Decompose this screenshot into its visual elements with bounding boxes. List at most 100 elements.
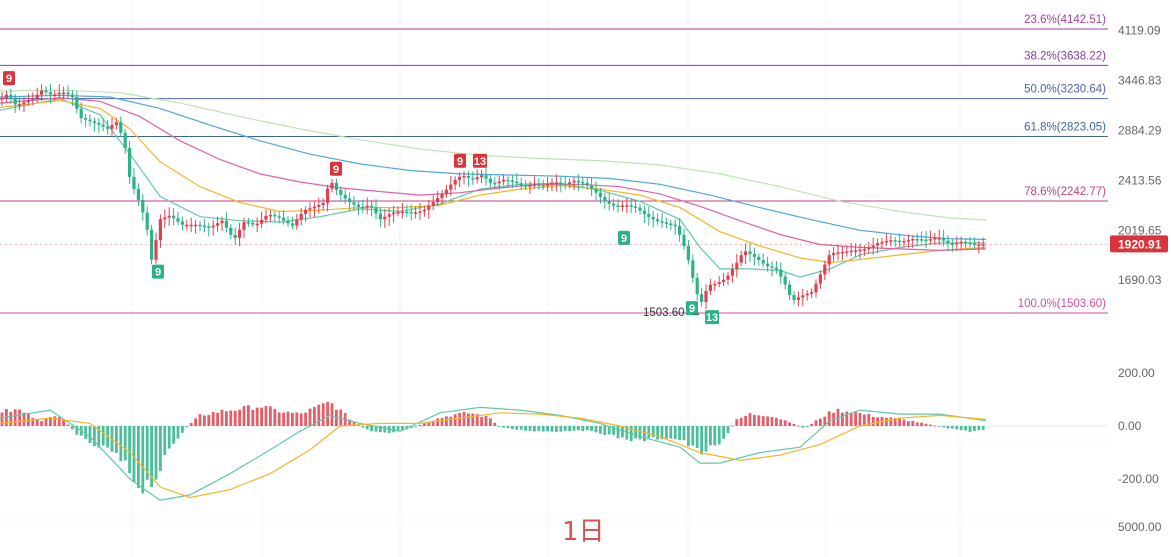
candle-body [145, 212, 149, 230]
macd-histogram-bar [827, 411, 831, 426]
candle-body [229, 227, 233, 235]
setup-marker-count: 9 [155, 267, 161, 279]
candle-body [849, 250, 853, 253]
macd-histogram-bar [269, 406, 272, 426]
macd-histogram-bar [797, 425, 800, 427]
macd-histogram-bar [766, 416, 769, 426]
candle-body [563, 183, 567, 186]
candle-body [858, 249, 862, 252]
macd-histogram-bar [13, 409, 17, 426]
candle-body [682, 234, 686, 246]
candle-body [660, 221, 664, 223]
macd-histogram-bar [150, 426, 153, 488]
macd-histogram-bar [379, 426, 382, 433]
macd-histogram-bar [704, 426, 708, 452]
macd-histogram-bar [550, 426, 554, 432]
macd-histogram-bar [863, 414, 866, 426]
macd-histogram-bar [876, 417, 879, 426]
macd-histogram-bar [291, 412, 294, 426]
timeframe-label[interactable]: 1日 [562, 517, 605, 547]
candle-body [766, 263, 770, 267]
macd-histogram-bar [621, 426, 624, 438]
macd-histogram-bar [783, 420, 787, 426]
candle-body [238, 229, 242, 238]
candle-body [572, 180, 576, 183]
macd-histogram-bar [436, 418, 439, 426]
candle-body [814, 283, 818, 293]
candle-body [950, 243, 954, 245]
candle-body [862, 249, 866, 251]
macd-histogram-bar [528, 426, 532, 431]
candle-body [475, 177, 479, 180]
macd-histogram-bar [475, 414, 479, 426]
macd-histogram-bar [761, 416, 765, 426]
macd-histogram-bar [915, 422, 919, 426]
candle-body [290, 223, 294, 226]
candle-body [796, 297, 800, 300]
candle-body [286, 220, 290, 224]
macd-histogram-bar [449, 416, 453, 426]
macd-histogram-bar [770, 417, 774, 426]
macd-histogram-bar [590, 426, 593, 431]
macd-histogram-bar [775, 417, 778, 426]
buy-setup-marker [686, 301, 698, 316]
macd-histogram-bar [137, 426, 140, 489]
moving-average-line [0, 89, 987, 221]
candle-body [933, 238, 937, 240]
macd-histogram-bar [374, 426, 378, 432]
macd-histogram-bar [418, 424, 422, 426]
macd-histogram-bar [57, 417, 61, 426]
candle-body [189, 224, 193, 227]
macd-histogram-bar [264, 405, 268, 426]
fibonacci-levels: 23.6%(4142.51) 38.2%(3638.22) 50.0%(3230.6… [0, 14, 1108, 314]
candle-body [484, 175, 488, 179]
macd-histogram-bar [132, 426, 136, 482]
candle-body [603, 196, 607, 202]
candle-body [70, 94, 74, 98]
macd-tick-label: 0.00 [1118, 419, 1142, 433]
macd-histogram-bar [145, 426, 149, 480]
candle-body [537, 184, 541, 186]
volume-axis-label: 5000.00 [1118, 520, 1162, 534]
macd-histogram-bar [211, 412, 215, 426]
candle-body [647, 214, 651, 217]
candle-body [678, 225, 682, 235]
setup-marker-count: 9 [6, 73, 12, 85]
candle-body [110, 125, 114, 129]
candle-body [673, 224, 677, 227]
macd-histogram-bar [726, 426, 730, 434]
macd-histogram-bar [616, 426, 620, 439]
setup-marker-count: 9 [457, 156, 463, 168]
candle-body [453, 179, 457, 185]
candle-body [88, 119, 92, 122]
macd-histogram-bar [299, 413, 303, 426]
sell-setup-marker [454, 153, 466, 168]
macd-histogram-bar [911, 420, 915, 426]
candle-body [326, 188, 330, 203]
candle-body [57, 92, 61, 95]
macd-histogram-bar [66, 424, 70, 426]
macd-histogram-bar [977, 426, 981, 431]
macd-histogram-bar [823, 416, 827, 426]
candle-body [163, 217, 167, 220]
candle-body [44, 90, 48, 93]
candle-body [902, 241, 906, 243]
candle-body [928, 239, 932, 241]
candle-body [295, 219, 299, 226]
candle-body [664, 222, 668, 224]
macd-histogram-bar [401, 426, 404, 431]
candle-body [462, 175, 466, 178]
candle-body [730, 269, 734, 276]
candle-body [158, 219, 162, 241]
macd-histogram-bar [524, 426, 527, 431]
price-tick-label: 2413.56 [1118, 173, 1162, 187]
setup-marker-count: 9 [621, 233, 627, 245]
macd-histogram-bar [678, 426, 681, 440]
macd-histogram-bar [427, 421, 431, 426]
candle-body [559, 182, 563, 185]
macd-histogram-bar [370, 426, 373, 432]
macd-signal-line [0, 412, 987, 499]
macd-histogram-bar [101, 426, 105, 446]
candle-body [880, 242, 884, 244]
fib-level-label: 23.6%(4142.51) [1024, 14, 1106, 26]
